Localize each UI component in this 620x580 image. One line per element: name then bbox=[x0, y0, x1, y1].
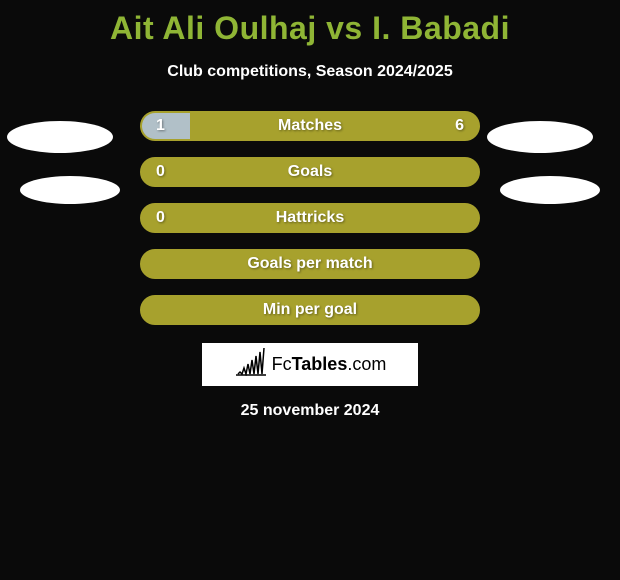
stat-row: Hattricks0 bbox=[0, 203, 620, 233]
canvas: Ait Ali Oulhaj vs I. Babadi Club competi… bbox=[0, 0, 620, 580]
stat-row: Goals per match bbox=[0, 249, 620, 279]
bar-fill-right bbox=[190, 113, 478, 139]
footer-date: 25 november 2024 bbox=[0, 402, 620, 420]
stat-left-value: 0 bbox=[156, 157, 165, 187]
stat-label: Goals bbox=[142, 157, 478, 187]
logo-box: FcTables.com bbox=[202, 343, 418, 386]
page-subtitle: Club competitions, Season 2024/2025 bbox=[0, 63, 620, 81]
stat-bar: Goals per match bbox=[140, 249, 480, 279]
stat-bar: Goals0 bbox=[140, 157, 480, 187]
stat-bar: Min per goal bbox=[140, 295, 480, 325]
stat-left-value: 0 bbox=[156, 203, 165, 233]
chart-icon bbox=[234, 348, 268, 381]
stat-bar: Hattricks0 bbox=[140, 203, 480, 233]
logo-prefix: Fc bbox=[272, 354, 292, 374]
logo-suffix: .com bbox=[347, 354, 386, 374]
logo-text: FcTables.com bbox=[272, 354, 387, 375]
stat-label: Min per goal bbox=[142, 295, 478, 325]
stat-label: Hattricks bbox=[142, 203, 478, 233]
logo-bold: Tables bbox=[292, 354, 348, 374]
decorative-ellipse bbox=[7, 121, 113, 153]
stat-bar: Matches16 bbox=[140, 111, 480, 141]
decorative-ellipse bbox=[20, 176, 120, 204]
bar-fill-left bbox=[142, 113, 190, 139]
stat-label: Goals per match bbox=[142, 249, 478, 279]
page-title: Ait Ali Oulhaj vs I. Babadi bbox=[0, 0, 620, 47]
decorative-ellipse bbox=[487, 121, 593, 153]
decorative-ellipse bbox=[500, 176, 600, 204]
stat-row: Min per goal bbox=[0, 295, 620, 325]
